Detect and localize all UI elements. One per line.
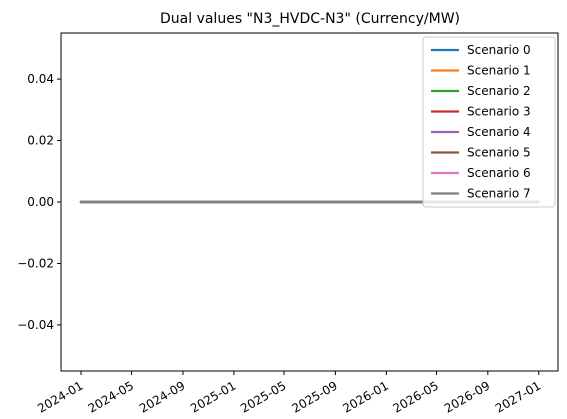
legend-box xyxy=(422,36,556,208)
x-tick-label: 2026-05 xyxy=(391,378,441,415)
legend-label: Scenario 4 xyxy=(467,125,531,139)
legend: Scenario 0 Scenario 1 Scenario 2 Scenario 3… xyxy=(422,36,556,208)
y-tick-label: −0.02 xyxy=(17,256,54,270)
x-tick-label: 2024-05 xyxy=(86,378,136,415)
x-tick-label: 2025-09 xyxy=(289,378,339,415)
y-tick-label: 0.00 xyxy=(27,195,54,209)
legend-label: Scenario 1 xyxy=(467,64,531,78)
x-tick-label: 2024-09 xyxy=(137,378,187,415)
y-tick-label: −0.04 xyxy=(17,318,54,332)
y-tick-label: 0.04 xyxy=(27,72,54,86)
legend-label: Scenario 3 xyxy=(467,105,531,119)
legend-label: Scenario 0 xyxy=(467,43,531,57)
x-tick-label: 2025-05 xyxy=(238,378,288,415)
chart-title: Dual values "N3_HVDC-N3" (Currency/MW) xyxy=(160,11,460,27)
x-tick-label: 2025-01 xyxy=(188,378,238,415)
x-tick-label: 2026-01 xyxy=(340,378,390,415)
x-tick-label: 2026-09 xyxy=(442,378,492,415)
x-tick-label: 2027-01 xyxy=(493,378,543,415)
x-tick-label: 2024-01 xyxy=(35,378,85,415)
legend-label: Scenario 5 xyxy=(467,146,531,160)
y-tick-label: 0.02 xyxy=(27,134,54,148)
legend-label: Scenario 6 xyxy=(467,166,531,180)
legend-label: Scenario 7 xyxy=(467,187,531,201)
legend-label: Scenario 2 xyxy=(467,84,531,98)
